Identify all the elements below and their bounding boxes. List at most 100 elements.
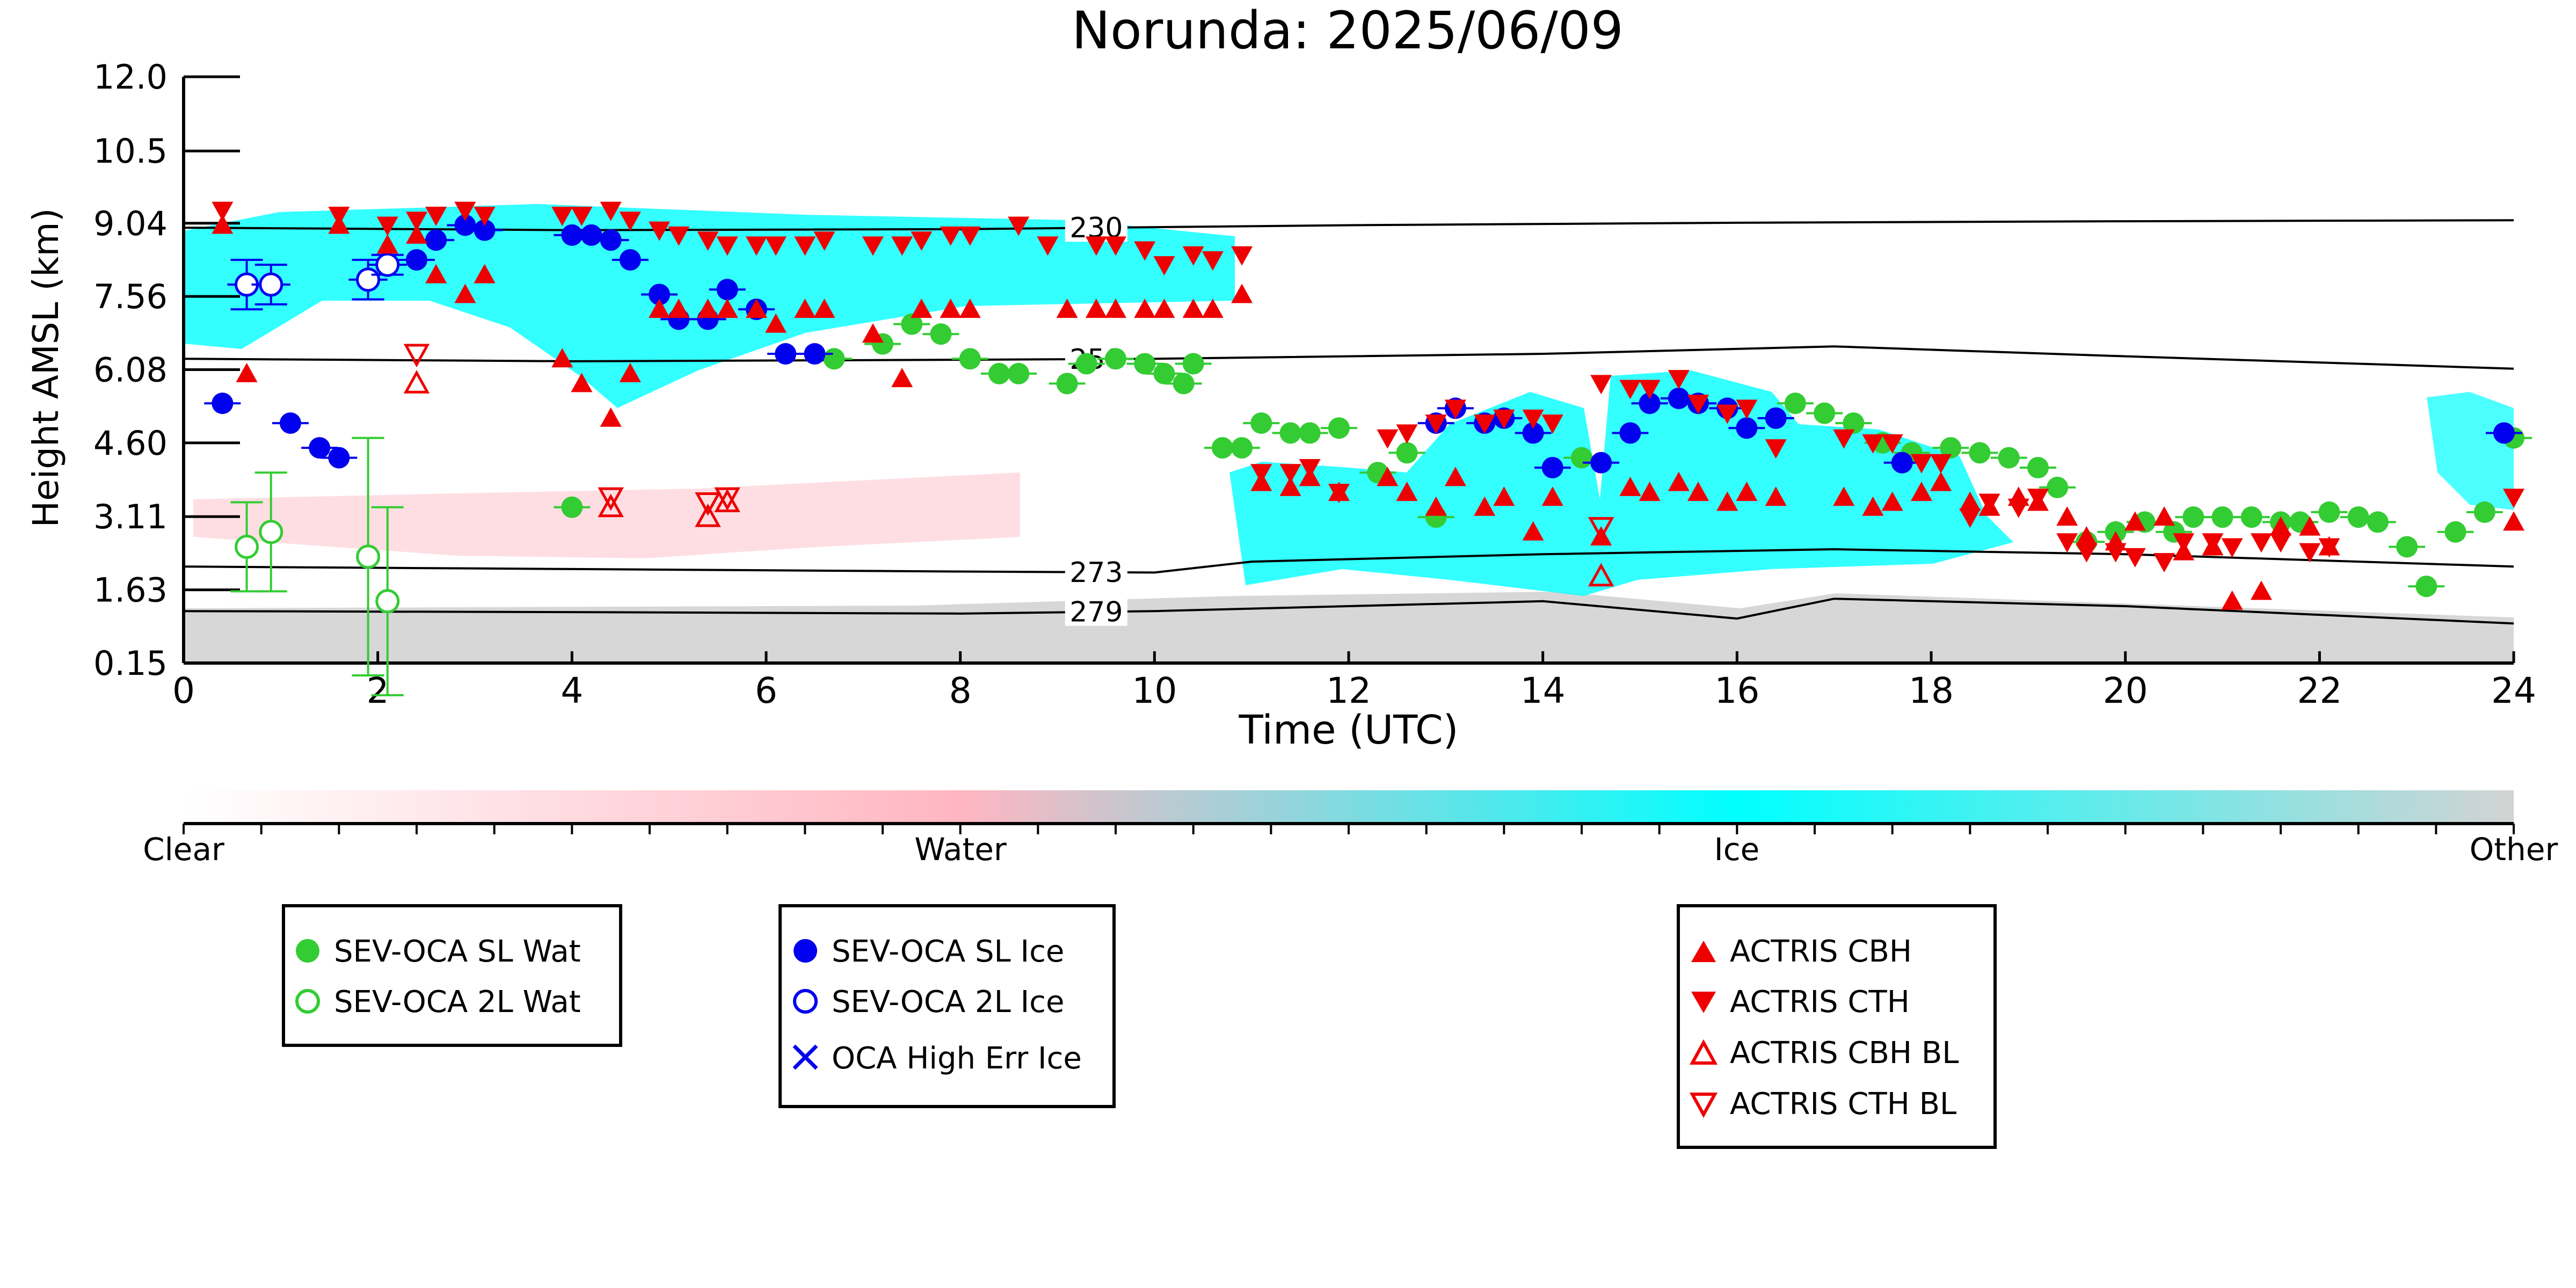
data-point	[794, 236, 816, 256]
x-tick-label: 22	[2297, 670, 2342, 711]
data-point	[695, 504, 721, 527]
legend-label-2l-ice: SEV-OCA 2L Ice	[832, 985, 1064, 1020]
data-point	[1619, 380, 1641, 399]
data-point	[1153, 299, 1175, 318]
data-point	[454, 201, 476, 221]
data-point	[2211, 506, 2233, 528]
cloud-mask-layer	[184, 204, 2514, 663]
data-point	[1881, 434, 1903, 454]
data-point	[1134, 299, 1156, 318]
data-point	[1037, 236, 1059, 256]
legend-actris: ACTRIS CBH ACTRIS CTH ACTRIS CBH BL ACTR…	[1677, 904, 1997, 1149]
data-point	[716, 279, 738, 301]
legend-marker-cth	[1691, 992, 1716, 1013]
data-point	[1843, 412, 1865, 434]
series-actris-cbh-bl	[403, 370, 1614, 587]
x-tick-label: 24	[2491, 670, 2536, 711]
data-point	[212, 214, 234, 234]
data-point	[1173, 373, 1195, 395]
legend-label-sl-wat: SEV-OCA SL Wat	[334, 934, 581, 969]
data-point	[1541, 486, 1563, 506]
data-point	[2173, 533, 2195, 553]
data-point	[1833, 429, 1855, 449]
data-point	[695, 492, 721, 516]
data-point	[1474, 414, 1496, 434]
data-point	[1910, 482, 1932, 501]
legend-marker-high-err-ice	[792, 1044, 818, 1070]
data-point	[2221, 538, 2243, 558]
data-point	[2153, 553, 2175, 573]
data-point	[1881, 491, 1903, 511]
data-point	[1056, 373, 1078, 395]
data-point	[1153, 256, 1175, 276]
data-point	[1279, 422, 1301, 444]
data-point	[406, 224, 427, 244]
legend-label-cth-bl: ACTRIS CTH BL	[1730, 1087, 1956, 1122]
data-point	[474, 219, 496, 241]
data-point	[1328, 417, 1350, 439]
data-point	[1765, 407, 1787, 429]
y-tick-label: 7.56	[93, 277, 168, 316]
data-point	[1444, 399, 1466, 419]
data-point	[1231, 437, 1253, 459]
data-point	[2056, 506, 2078, 526]
data-point	[1998, 447, 2020, 469]
data-point	[1008, 362, 1030, 384]
isotherm-label-bg	[1065, 556, 1127, 586]
data-point	[668, 299, 690, 318]
legend-label-cth: ACTRIS CTH	[1730, 985, 1910, 1020]
data-point	[1590, 375, 1612, 395]
data-point	[1377, 467, 1399, 486]
data-point	[775, 343, 797, 365]
series-sev-oca-2l-ice	[227, 252, 407, 311]
data-point	[598, 487, 624, 511]
isotherm-label-bg	[1065, 595, 1127, 626]
data-point	[1716, 404, 1738, 424]
series-actris-cth	[212, 201, 2524, 573]
data-point	[1639, 482, 1661, 501]
legend-label-cbh: ACTRIS CBH	[1730, 934, 1912, 969]
legend-ice-frame	[778, 904, 1116, 1108]
data-point	[2202, 533, 2224, 553]
data-point	[1765, 439, 1787, 459]
data-point	[2124, 511, 2146, 531]
data-point	[1105, 236, 1126, 256]
data-point	[1299, 422, 1321, 444]
data-point	[600, 229, 622, 251]
data-point	[823, 348, 845, 370]
data-point	[1105, 299, 1126, 318]
data-point	[2153, 506, 2175, 526]
data-point	[1736, 417, 1758, 439]
data-point	[1891, 452, 1913, 474]
data-point	[891, 368, 913, 388]
data-point	[716, 299, 738, 318]
data-point	[1814, 402, 1836, 424]
legend-water-frame	[282, 904, 622, 1047]
data-point	[1619, 476, 1641, 496]
legend-marker-sl-ice	[794, 939, 817, 963]
data-point	[1687, 482, 1709, 501]
data-point	[1211, 437, 1233, 459]
colorbar-label-ice: Ice	[1714, 831, 1760, 868]
data-point	[714, 489, 740, 513]
data-point	[1590, 452, 1612, 474]
data-point	[988, 362, 1010, 384]
data-point	[356, 544, 381, 569]
data-point	[598, 493, 624, 518]
data-point	[2221, 590, 2243, 610]
data-point	[1182, 246, 1204, 266]
data-point	[1588, 517, 1614, 541]
data-point	[619, 362, 641, 382]
colorbar-ticks	[183, 824, 2515, 834]
data-point	[1008, 216, 1030, 236]
data-point	[1959, 491, 1981, 511]
data-point	[1522, 409, 1544, 429]
y-axis-label: Height AMSL (km)	[25, 208, 67, 528]
isotherm-label: 273	[1069, 557, 1123, 589]
data-point	[561, 496, 583, 518]
data-point	[813, 299, 835, 318]
data-point	[2027, 489, 2049, 508]
data-point	[2299, 543, 2321, 563]
x-tick-label: 0	[172, 670, 195, 711]
data-point	[571, 373, 593, 392]
